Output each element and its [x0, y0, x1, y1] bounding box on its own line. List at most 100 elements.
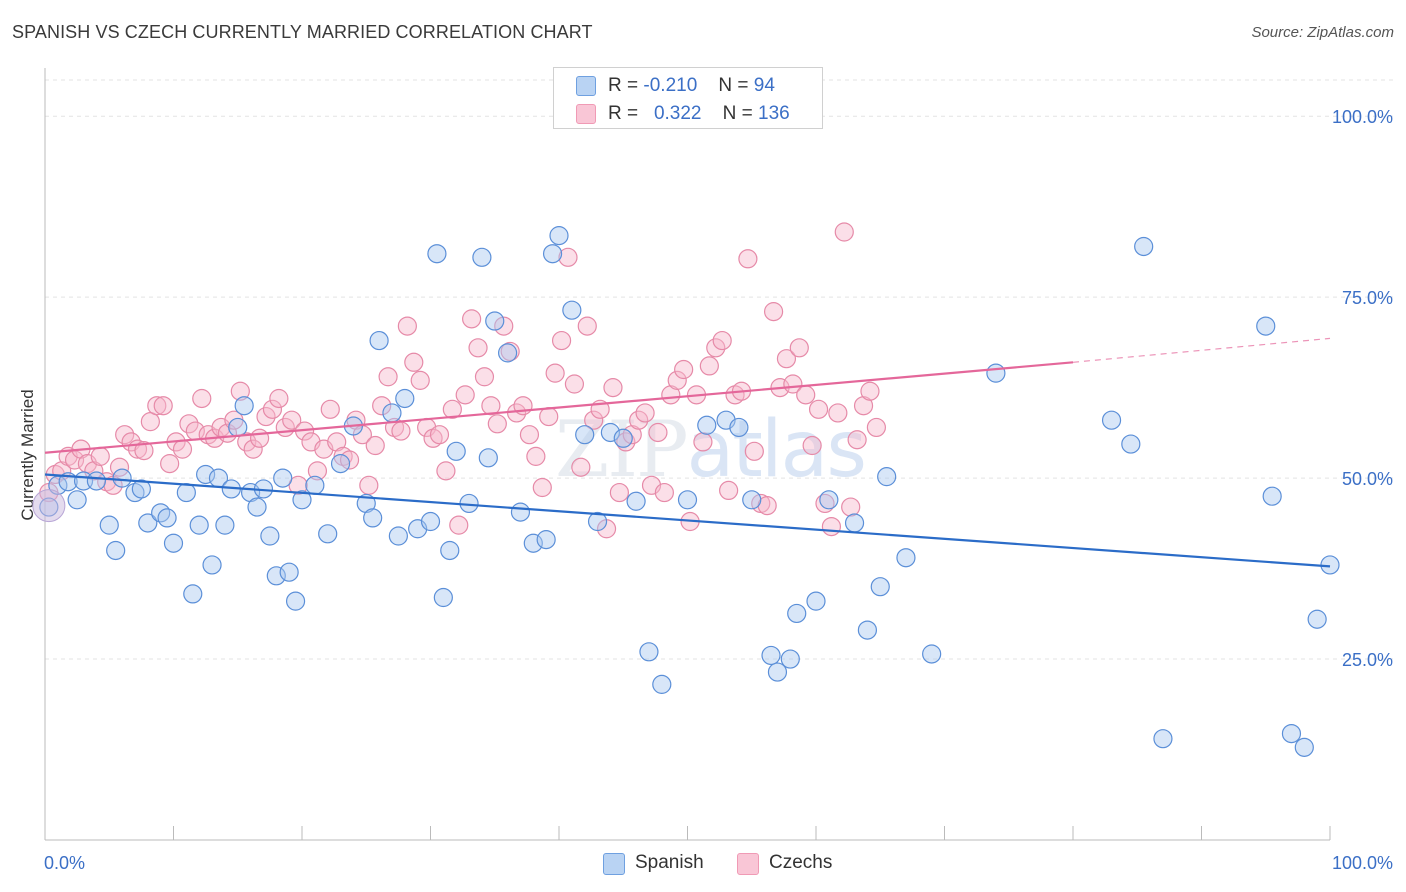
czech-point: [629, 410, 649, 430]
czech-point: [693, 432, 713, 452]
spanish-point: [806, 591, 826, 611]
czech-point: [282, 410, 302, 430]
czech-point: [744, 441, 764, 461]
czech-point: [783, 374, 803, 394]
spanish-point: [767, 662, 788, 682]
y-tick-label: 75.0%: [1342, 288, 1393, 308]
czech-point: [866, 417, 886, 438]
spanish-point: [446, 441, 466, 461]
czech-point: [571, 457, 591, 477]
spanish-point: [478, 448, 498, 468]
czech-point: [90, 446, 110, 466]
y-tick-label: 50.0%: [1342, 469, 1393, 489]
czech-point: [429, 425, 450, 445]
n-label: N =: [718, 75, 749, 96]
czech-point: [391, 421, 411, 441]
czech-point: [442, 399, 462, 419]
czech-point: [256, 406, 276, 427]
czech-point: [436, 461, 456, 481]
y-tick-label: 100.0%: [1332, 107, 1393, 127]
x-tick-label-min: 0.0%: [44, 853, 85, 873]
spanish-point: [234, 396, 254, 416]
spanish-point: [99, 515, 119, 535]
spanish-point: [1281, 723, 1302, 744]
spanish-point: [420, 511, 441, 532]
spanish-point: [857, 620, 878, 640]
spanish-point: [292, 490, 312, 510]
spanish-point: [729, 417, 749, 438]
spanish-point: [780, 649, 800, 669]
spanish-point: [305, 475, 325, 495]
spanish-point: [382, 403, 402, 423]
czech-point: [134, 440, 154, 461]
czech-point: [532, 477, 552, 498]
spanish-point: [279, 562, 299, 582]
spanish-point: [183, 584, 203, 604]
spanish-point: [363, 508, 383, 528]
spanish-point: [652, 674, 672, 694]
czech-point: [558, 247, 578, 267]
czech-point: [237, 432, 257, 452]
spanish-point: [536, 530, 556, 550]
spanish-point: [510, 502, 531, 522]
czech-point: [192, 388, 212, 409]
spanish-point: [562, 300, 582, 320]
czech-point: [648, 422, 668, 443]
spanish-point: [587, 511, 608, 532]
czech-point: [487, 414, 507, 434]
spanish-point: [157, 508, 177, 528]
czech-legend-swatch: [737, 853, 759, 875]
stats-legend: R = -0.210 N = 94 R = 0.322 N = 136: [553, 67, 823, 129]
czech-point: [372, 396, 392, 416]
czech-point: [230, 381, 250, 401]
legend-label-spanish: Spanish: [635, 852, 704, 873]
czech-point: [834, 222, 854, 242]
czech-point: [719, 480, 739, 500]
czech-point: [423, 428, 443, 448]
spanish-point: [498, 343, 518, 363]
spanish-point: [485, 311, 505, 331]
spanish-point: [986, 363, 1006, 383]
spanish-point: [433, 587, 453, 608]
spanish-point: [266, 566, 286, 586]
r-value-czech: 0.322: [653, 103, 702, 124]
czech-point: [526, 446, 546, 466]
czech-point: [603, 378, 623, 398]
origin-bubble: [32, 489, 66, 523]
czech-point: [378, 367, 398, 387]
spanish-point: [86, 471, 107, 491]
czech-point: [609, 482, 629, 503]
czech-point: [577, 316, 597, 336]
spanish-point: [1101, 410, 1122, 430]
czech-point: [841, 497, 861, 517]
czech-point: [763, 302, 784, 322]
spanish-point: [67, 490, 87, 510]
czech-point: [545, 363, 565, 383]
chart-title: SPANISH VS CZECH CURRENTLY MARRIED CORRE…: [12, 22, 593, 42]
czech-point: [712, 330, 732, 351]
spanish-point: [247, 497, 267, 517]
spanish-point: [427, 244, 447, 264]
spanish-point: [870, 577, 890, 597]
spanish-point: [1294, 737, 1314, 757]
czech-point: [359, 475, 379, 495]
r-label: R =: [608, 103, 639, 124]
spanish-point: [196, 464, 216, 485]
spanish-point: [395, 388, 415, 409]
czech-point: [860, 381, 880, 401]
spanish-point: [106, 540, 126, 561]
czech-point: [654, 482, 674, 503]
czech-point: [674, 359, 694, 380]
spanish-point: [844, 513, 865, 533]
n-value-spanish: 94: [753, 75, 775, 96]
czech-point: [821, 516, 842, 537]
spanish-point: [542, 244, 563, 264]
czech-point: [160, 454, 180, 474]
czech-point: [789, 338, 809, 358]
czech-trend-line: [44, 361, 1074, 454]
spanish-point: [819, 490, 839, 510]
czech-point: [738, 249, 758, 269]
czech-point: [667, 370, 687, 390]
x-tick-label-max: 100.0%: [1332, 853, 1393, 873]
